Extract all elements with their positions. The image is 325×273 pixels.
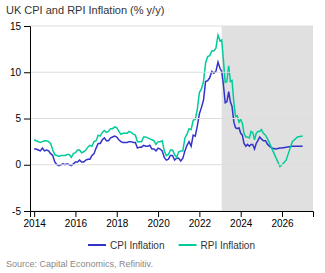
legend-swatch bbox=[179, 244, 197, 246]
y-tick-label: 10 bbox=[10, 67, 22, 78]
grid-line bbox=[30, 164, 313, 165]
y-tick: 5 bbox=[15, 113, 30, 124]
x-tick: 2016 bbox=[65, 211, 88, 229]
plot-area: 2014 2016 2018 2020 2022 2024 2026 -5 0 5 10 15 bbox=[10, 21, 314, 229]
x-tick-label: 2018 bbox=[106, 218, 129, 229]
series-line bbox=[34, 62, 303, 166]
legend-item: CPI Inflation bbox=[88, 240, 164, 251]
grid-line bbox=[30, 72, 313, 73]
y-tick-label: 5 bbox=[15, 113, 21, 124]
x-tick-label: 2020 bbox=[147, 218, 170, 229]
y-tick: 15 bbox=[10, 21, 30, 32]
x-tick: 2020 bbox=[147, 211, 170, 229]
x-tick-mark bbox=[34, 211, 35, 217]
x-tick-mark bbox=[241, 211, 242, 217]
y-tick-mark bbox=[24, 119, 30, 120]
legend-label: RPI Inflation bbox=[201, 240, 255, 251]
y-tick-mark bbox=[24, 72, 30, 73]
y-tick-mark bbox=[24, 165, 30, 166]
x-tick: 2018 bbox=[106, 211, 129, 229]
x-tick-mark bbox=[75, 211, 76, 217]
x-axis-line bbox=[31, 212, 314, 218]
grid-line bbox=[30, 118, 313, 119]
x-tick: 2024 bbox=[230, 211, 253, 229]
legend: CPI Inflation RPI Inflation bbox=[88, 240, 255, 251]
y-tick-label: -5 bbox=[12, 206, 21, 217]
y-tick-label: 0 bbox=[15, 159, 21, 170]
legend-item: RPI Inflation bbox=[179, 240, 255, 251]
y-tick: 0 bbox=[15, 159, 30, 170]
y-tick: -5 bbox=[12, 206, 30, 217]
x-tick-label: 2022 bbox=[189, 218, 212, 229]
legend-label: CPI Inflation bbox=[110, 240, 164, 251]
legend-swatch bbox=[88, 244, 106, 246]
grid-line bbox=[30, 26, 313, 27]
x-tick-mark bbox=[282, 211, 283, 217]
source-note: Source: Capital Economics, Refinitiv. bbox=[6, 259, 153, 269]
x-tick-label: 2026 bbox=[271, 218, 294, 229]
x-tick-label: 2014 bbox=[24, 218, 47, 229]
x-tick-label: 2016 bbox=[65, 218, 88, 229]
chart-svg: 2014 2016 2018 2020 2022 2024 2026 -5 0 5 10 15 UK C… bbox=[0, 0, 325, 273]
series-line bbox=[34, 35, 303, 166]
y-tick-mark bbox=[24, 26, 30, 27]
grid bbox=[30, 26, 313, 211]
x-axis: 2014 2016 2018 2020 2022 2024 2026 bbox=[24, 211, 314, 229]
y-axis-line bbox=[24, 27, 31, 212]
y-tick-mark bbox=[24, 211, 30, 212]
x-tick-mark bbox=[158, 211, 159, 217]
y-tick: 10 bbox=[10, 67, 30, 78]
y-axis: -5 0 5 10 15 bbox=[10, 21, 31, 217]
chart-container: 2014 2016 2018 2020 2022 2024 2026 -5 0 5 10 15 UK C… bbox=[0, 0, 325, 273]
y-tick-label: 15 bbox=[10, 21, 22, 32]
x-tick: 2014 bbox=[24, 211, 47, 229]
title: UK CPI and RPI Inflation (% y/y) bbox=[6, 4, 164, 16]
x-tick-mark bbox=[199, 211, 200, 217]
x-tick-label: 2024 bbox=[230, 218, 253, 229]
x-tick-mark bbox=[117, 211, 118, 217]
x-tick: 2022 bbox=[189, 211, 212, 229]
x-tick: 2026 bbox=[271, 211, 294, 229]
